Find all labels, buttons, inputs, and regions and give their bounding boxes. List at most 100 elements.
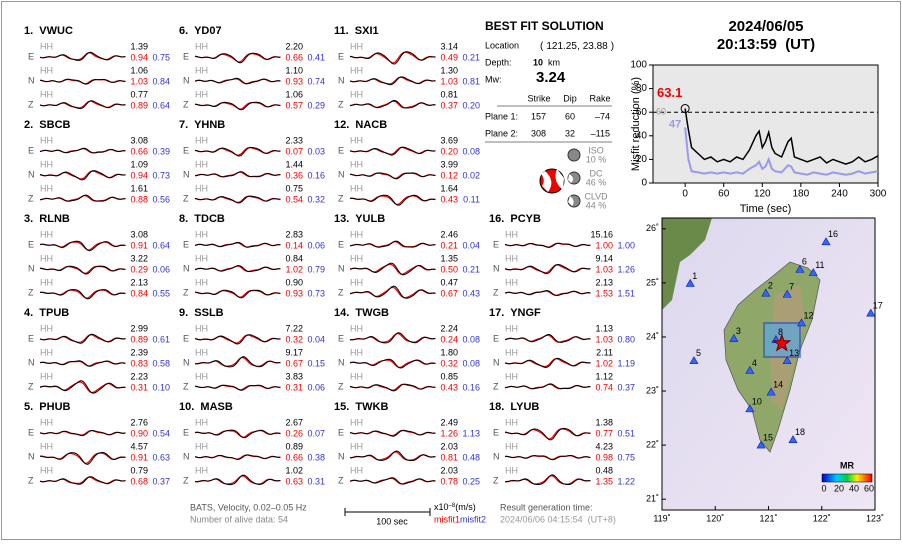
misfit1: 0.32 [440, 358, 458, 368]
y-tick-label: 20 [636, 154, 648, 165]
misfit1: 0.32 [285, 334, 303, 344]
misfit2: 0.80 [617, 334, 635, 344]
misfit1: 1.03 [595, 334, 613, 344]
misfit1: 0.91 [130, 240, 148, 250]
x-tick-label: 120 [754, 189, 771, 200]
observed [195, 289, 281, 299]
channel: HH [505, 441, 518, 451]
misfit1: 0.81 [440, 452, 458, 462]
map-coast [662, 218, 712, 310]
component: E [338, 51, 344, 61]
misfit1: 1.26 [440, 428, 458, 438]
station-marker [795, 264, 805, 273]
location: (121.25, 23.88) [540, 41, 614, 52]
amplitude: 2.76 [130, 417, 148, 427]
misfit2: 0.81 [462, 76, 480, 86]
observed [504, 264, 591, 275]
misfit2: 1.13 [462, 428, 480, 438]
component: Z [183, 381, 189, 391]
station-marker [745, 365, 755, 374]
misfit2: 0.75 [617, 452, 635, 462]
x-tick-label: 180 [793, 189, 810, 200]
misfit1: 0.12 [440, 170, 458, 180]
station-title: 10. MASB [179, 401, 233, 413]
misfit1: 0.89 [130, 334, 148, 344]
channel: HH [350, 229, 363, 239]
amplitude: 3.08 [130, 135, 148, 145]
observed [39, 194, 126, 202]
observed [194, 77, 281, 85]
channel: HH [505, 323, 518, 333]
lon-label: 121˚ [759, 513, 777, 523]
amplitude: 0.47 [440, 277, 458, 287]
misfit2: 0.02 [462, 170, 480, 180]
channel: HH [195, 465, 208, 475]
misfit2: 0.16 [307, 170, 325, 180]
misfit2: 0.51 [617, 428, 635, 438]
observed [39, 289, 126, 300]
misfit2: 1.19 [617, 358, 635, 368]
channel: HH [350, 253, 363, 263]
misfit1: 0.31 [130, 382, 148, 392]
component: N [183, 451, 190, 461]
component: Z [28, 193, 34, 203]
label: Location [485, 40, 519, 50]
misfit1: 1.03 [440, 76, 458, 86]
station-title: 12. NACB [334, 119, 387, 131]
misfit2: 0.55 [152, 288, 170, 298]
comp-name: DC [590, 168, 603, 178]
station-title: 7. YHNB [179, 119, 225, 131]
cell: –115 [591, 128, 610, 138]
misfit1: 1.02 [595, 358, 613, 368]
amplitude: 2.03 [440, 465, 458, 475]
misfit2: 0.61 [152, 334, 170, 344]
observed [504, 242, 591, 248]
observed [194, 474, 281, 486]
misfit1: 0.66 [285, 52, 303, 62]
station-label: 1 [692, 271, 697, 281]
observed [194, 384, 281, 391]
misfit2: 0.15 [307, 358, 325, 368]
amplitude: 3.08 [130, 229, 148, 239]
label: Mw: [485, 74, 502, 84]
misfit2: 0.08 [462, 358, 480, 368]
component: E [28, 51, 34, 61]
row-label: Plane 2: [485, 128, 518, 138]
observed [40, 265, 126, 275]
misfit2: 0.31 [307, 476, 325, 486]
station-marker [821, 237, 831, 246]
channel: HH [195, 347, 208, 357]
unit: km [548, 57, 560, 67]
observed [195, 101, 281, 111]
time: 20:13:59 (UT) [717, 36, 815, 53]
station-title: 4. TPUB [24, 307, 69, 319]
legend-misfit2: misfit2 [460, 514, 486, 524]
misfit1: 0.50 [440, 264, 458, 274]
best-marker [680, 104, 690, 114]
component: N [338, 451, 345, 461]
observed [194, 171, 281, 178]
legend-misfit1: misfit1 [434, 514, 460, 524]
observed [349, 429, 436, 437]
misfit1: 0.88 [130, 194, 148, 204]
observed [39, 51, 126, 61]
table-header: Rake [589, 93, 610, 103]
channel: HH [195, 277, 208, 287]
amplitude: 4.57 [130, 441, 148, 451]
component: N [338, 75, 345, 85]
misfit2: 0.11 [463, 194, 480, 204]
label: Depth: [485, 57, 512, 67]
channel: HH [40, 417, 53, 427]
amplitude: 1.06 [285, 89, 303, 99]
station-title: 11. SXI1 [334, 25, 379, 37]
observed [349, 51, 436, 65]
component: Z [493, 287, 499, 297]
misfit2: 0.64 [152, 240, 170, 250]
misfit2: 0.43 [462, 288, 480, 298]
channel: HH [40, 371, 53, 381]
channel: HH [350, 441, 363, 451]
component: N [493, 263, 500, 273]
misfit2: 0.63 [152, 452, 170, 462]
misfit1: 0.37 [440, 100, 458, 110]
misfit1: 0.66 [285, 452, 303, 462]
